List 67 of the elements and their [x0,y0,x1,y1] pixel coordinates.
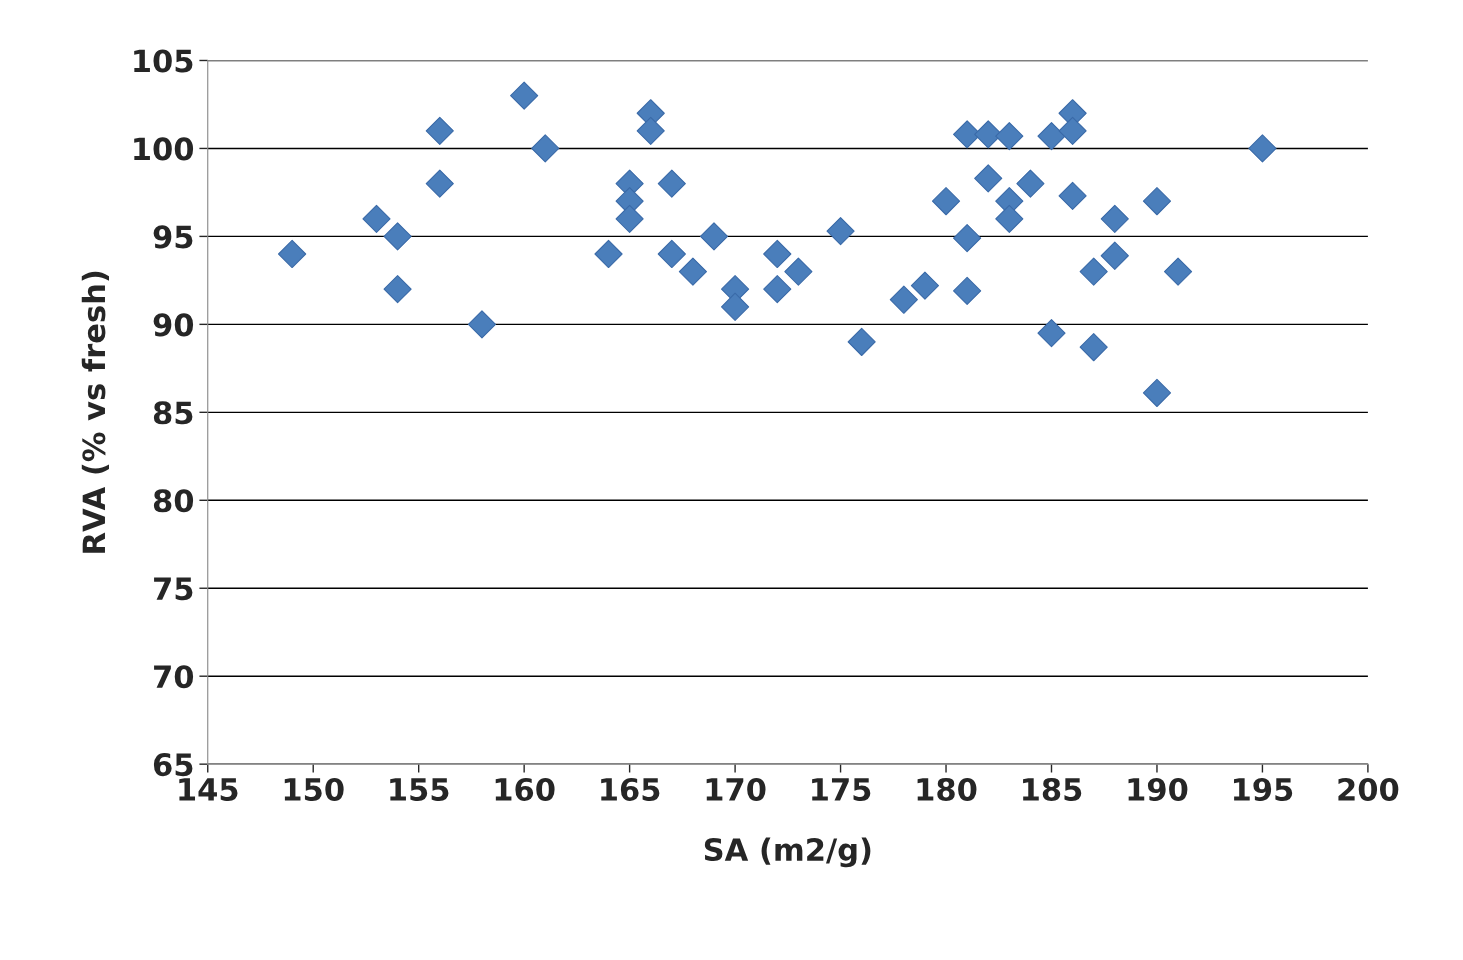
x-tick-label: 175 [812,778,871,802]
point [1142,378,1172,408]
point [974,164,1003,193]
point [425,169,454,198]
x-tick-label: 190 [1128,777,1188,802]
x-tick-label: 170 [706,777,766,802]
x-tick-label: 165 [601,777,660,802]
point [1142,187,1172,216]
point [995,204,1024,233]
x-tick-label: 145 [179,778,238,802]
point [763,239,792,269]
y-tick-label: 85 [153,401,193,425]
point [974,120,1003,149]
point [889,285,918,314]
point [657,239,686,269]
point [678,257,707,286]
y-axis-title: RVA (% vs fresh) [81,271,109,553]
x-tick-label: 150 [284,777,344,802]
y-tick-label: 95 [153,225,193,249]
x-tick-label: 185 [1023,777,1082,802]
point [1100,241,1129,270]
y-tick-label: 75 [154,577,193,601]
point [763,275,792,304]
x-tick-label: 200 [1338,777,1399,802]
point [826,217,855,246]
y-tick-label: 105 [134,49,193,73]
x-tick-label: 195 [1233,777,1293,802]
point [1058,181,1087,211]
point [657,169,686,198]
y-tick-label: 65 [153,753,193,777]
point [1016,169,1045,198]
point [1163,257,1193,286]
point [1248,134,1277,163]
point [278,239,307,269]
point [699,222,729,251]
y-tick-label: 90 [153,313,194,337]
y-tick-label: 100 [134,137,194,161]
point [953,276,982,306]
point [953,224,982,253]
x-tick-label: 155 [390,778,449,802]
point [995,122,1024,151]
point [910,271,940,300]
point [784,257,813,286]
point [636,116,665,145]
point [467,310,497,339]
point [531,134,560,163]
point [931,187,961,216]
point [383,222,412,251]
point [594,239,623,269]
y-tick-label: 70 [154,665,194,689]
point [425,116,454,145]
point [1037,122,1066,151]
x-axis-title: SA (m2/g) [704,837,871,868]
point [1037,319,1066,348]
y-tick-label: 80 [153,489,194,513]
x-tick-label: 180 [917,777,977,802]
point [1058,116,1087,145]
point [615,204,644,233]
point [362,204,391,233]
x-tick-label: 160 [495,777,555,802]
point [510,81,539,110]
point [1079,333,1108,362]
point [383,275,412,304]
point [1079,257,1108,286]
point [1100,204,1129,233]
point [720,292,750,321]
point [847,327,876,357]
